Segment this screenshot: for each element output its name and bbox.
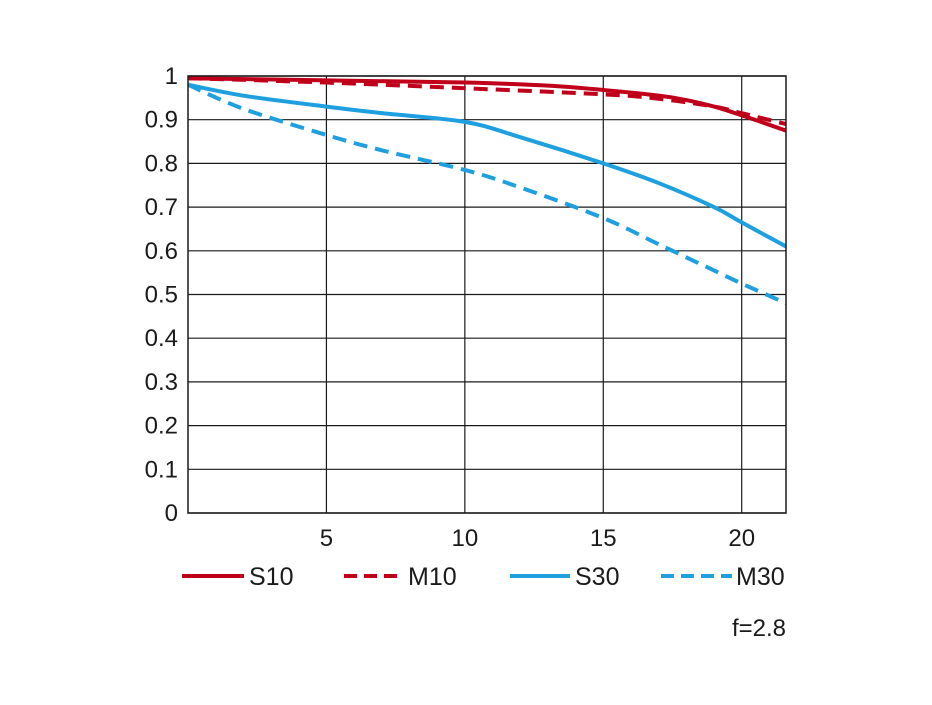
y-tick-label: 0.2 [145,413,178,440]
y-tick-label: 0.3 [145,369,178,396]
legend-label-s10: S10 [249,563,293,591]
y-tick-label: 0.5 [145,282,178,309]
x-tick-label: 10 [452,525,479,552]
y-tick-label: 0.6 [145,238,178,265]
y-tick-label: 1 [165,63,178,90]
y-tick-label: 0.8 [145,150,178,177]
series-line-s30 [188,82,786,249]
legend-label-m30: M30 [736,563,785,591]
y-tick-label: 0.7 [145,194,178,221]
y-tick-label: 0.1 [145,456,178,483]
y-tick-label: 0.9 [145,107,178,134]
x-tick-label: 15 [590,525,617,552]
aperture-annotation: f=2.8 [732,615,786,642]
x-tick-label: 20 [728,525,755,552]
y-tick-label: 0.4 [145,325,178,352]
x-tick-label: 5 [320,525,333,552]
legend-label-m10: M10 [408,563,457,591]
series-line-m10 [188,76,786,127]
plot-frame [187,75,787,514]
grid [188,75,786,514]
series-line-m30 [188,82,786,306]
series-lines [188,76,786,306]
y-tick-label: 0 [165,500,178,527]
legend: S10 M10 S30 M30 [182,563,785,591]
legend-label-s30: S30 [575,563,619,591]
axis-tick-labels: 00.10.20.30.40.50.60.70.80.915 10 15 20 [145,63,755,552]
